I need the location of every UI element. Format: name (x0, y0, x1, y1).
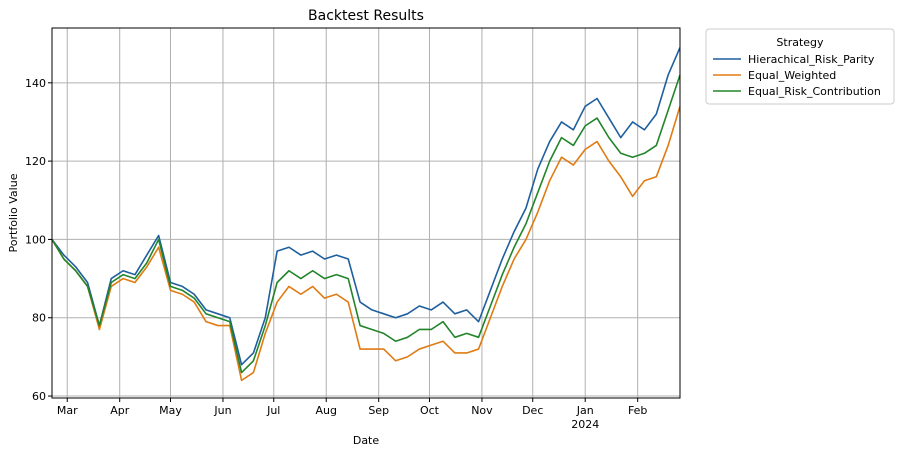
legend-title: Strategy (776, 36, 824, 49)
y-axis-label: Portfolio Value (7, 173, 20, 252)
y-tick-label: 120 (25, 155, 46, 168)
x-tick-label: Jun (213, 404, 231, 417)
legend-label: Hierachical_Risk_Parity (748, 53, 875, 66)
series-line (51, 106, 681, 382)
y-tick-label: 100 (25, 233, 46, 246)
legend: Strategy Hierachical_Risk_Parity Equal_We… (705, 28, 895, 105)
legend-label: Equal_Weighted (748, 69, 836, 82)
y-tick-label: 80 (32, 312, 46, 325)
x-tick-label: Apr (110, 404, 130, 417)
x-tick-label: Dec (522, 404, 543, 417)
legend-items: Hierachical_Risk_Parity Equal_Weighted Equ… (713, 53, 881, 98)
x-axis-label: Date (353, 434, 380, 447)
x-tick-label: Jan (576, 404, 594, 417)
chart-title: Backtest Results (308, 8, 424, 24)
x-tick-label: Aug (315, 404, 336, 417)
x-tick-label: Nov (471, 404, 493, 417)
y-tick-label: 60 (32, 390, 46, 403)
x-tick-label: Sep (368, 404, 389, 417)
series-lines (51, 47, 681, 382)
legend-label: Equal_Risk_Contribution (748, 85, 881, 98)
x-tick-label: May (159, 404, 182, 417)
series-line (51, 47, 681, 366)
x-tick-label: Jul (266, 404, 280, 417)
series-line (51, 74, 681, 374)
x-tick-label: Oct (420, 404, 440, 417)
legend-box (705, 28, 895, 105)
x-tick-label: Mar (57, 404, 78, 417)
x-tick-sublabel: 2024 (571, 418, 599, 431)
x-tick-label: Feb (628, 404, 647, 417)
plot-frame (51, 27, 681, 399)
y-tick-label: 140 (25, 77, 46, 90)
y-axis-ticks: 60 80 100 120 140 (25, 77, 52, 403)
